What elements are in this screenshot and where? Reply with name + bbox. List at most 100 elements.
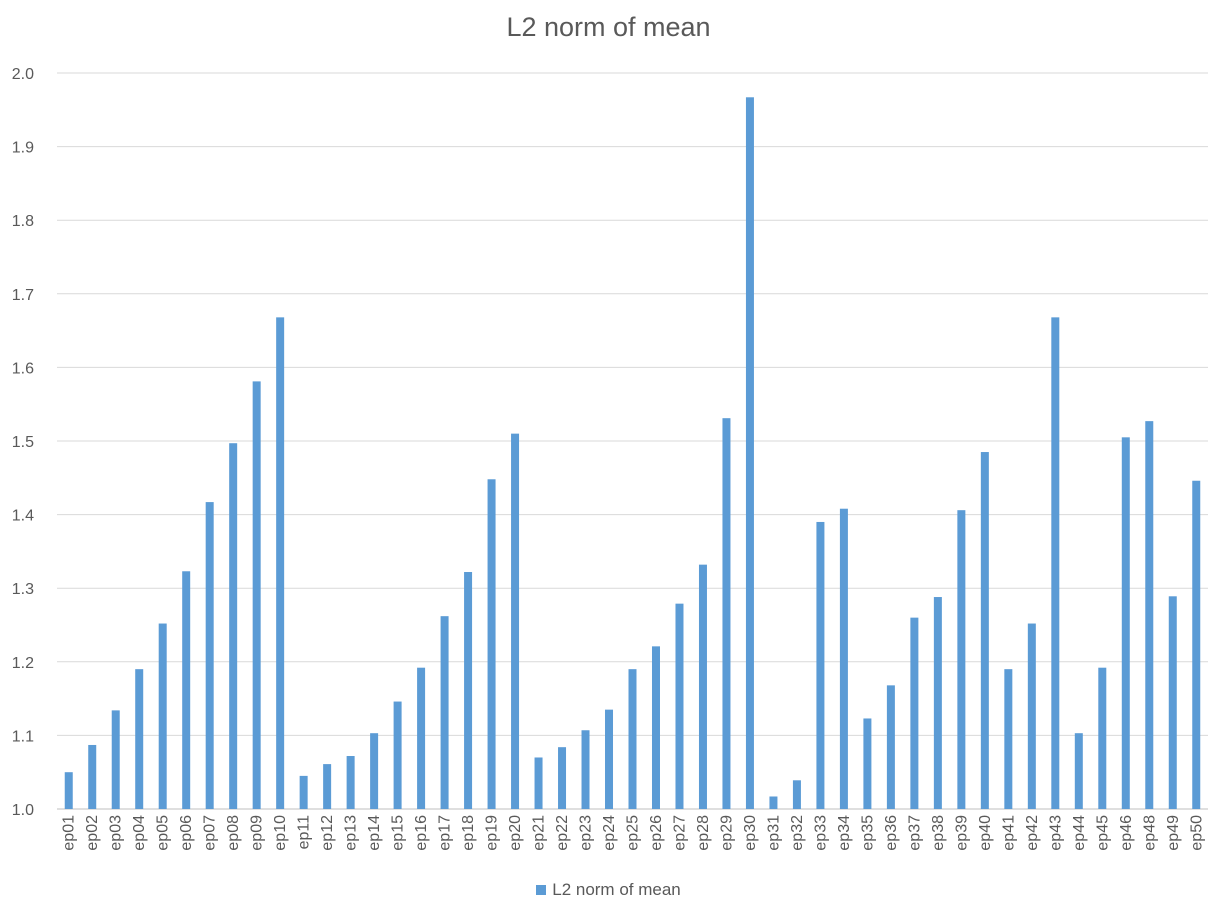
x-tick-label: ep34 bbox=[836, 815, 853, 851]
x-tick-label: ep32 bbox=[789, 815, 806, 851]
bar-ep41 bbox=[1004, 669, 1013, 809]
x-tick-label: ep37 bbox=[906, 815, 923, 851]
y-tick-label: 1.2 bbox=[12, 655, 34, 672]
bar-ep09 bbox=[252, 381, 261, 809]
x-tick-label: ep03 bbox=[108, 815, 125, 851]
y-tick-label: 2.0 bbox=[12, 66, 34, 83]
x-tick-label: ep20 bbox=[507, 815, 524, 851]
x-tick-label: ep26 bbox=[648, 815, 665, 851]
x-tick-label: ep46 bbox=[1118, 815, 1135, 851]
x-tick-label: ep31 bbox=[765, 815, 782, 851]
x-tick-label: ep50 bbox=[1188, 815, 1205, 851]
x-tick-label: ep12 bbox=[319, 815, 336, 851]
bar-ep20 bbox=[511, 433, 520, 809]
bar-ep49 bbox=[1168, 596, 1177, 809]
bar-ep38 bbox=[933, 597, 942, 809]
bar-ep19 bbox=[487, 479, 496, 809]
bar-ep15 bbox=[393, 701, 402, 809]
bar-ep50 bbox=[1192, 480, 1201, 809]
x-tick-label: ep18 bbox=[460, 815, 477, 851]
bar-ep05 bbox=[158, 623, 167, 809]
y-tick-label: 1.8 bbox=[12, 213, 34, 230]
bar-ep42 bbox=[1027, 623, 1036, 809]
bar-ep34 bbox=[839, 508, 848, 809]
x-tick-label: ep16 bbox=[413, 815, 430, 851]
y-tick-label: 1.1 bbox=[12, 728, 34, 745]
bar-ep10 bbox=[276, 317, 285, 809]
x-tick-label: ep04 bbox=[131, 815, 148, 851]
x-tick-label: ep27 bbox=[671, 815, 688, 851]
x-tick-label: ep48 bbox=[1141, 815, 1158, 851]
x-tick-label: ep44 bbox=[1071, 815, 1088, 851]
bar-ep27 bbox=[675, 603, 684, 809]
x-tick-label: ep38 bbox=[930, 815, 947, 851]
x-tick-label: ep02 bbox=[84, 815, 101, 851]
y-tick-label: 1.7 bbox=[12, 287, 34, 304]
bar-ep31 bbox=[769, 796, 778, 809]
y-tick-label: 1.9 bbox=[12, 140, 34, 157]
y-tick-label: 1.6 bbox=[12, 360, 34, 377]
bar-ep35 bbox=[863, 718, 872, 809]
bar-ep32 bbox=[792, 780, 801, 809]
x-tick-label: ep21 bbox=[531, 815, 548, 851]
x-tick-label: ep07 bbox=[202, 815, 219, 851]
bar-ep04 bbox=[135, 669, 144, 809]
bar-ep24 bbox=[605, 709, 614, 809]
bar-ep12 bbox=[323, 764, 332, 809]
bar-ep23 bbox=[581, 730, 590, 809]
bar-ep17 bbox=[440, 616, 449, 809]
bar-ep13 bbox=[346, 756, 355, 809]
x-tick-label: ep49 bbox=[1165, 815, 1182, 851]
bar-ep48 bbox=[1145, 421, 1154, 809]
x-tick-label: ep05 bbox=[155, 815, 172, 851]
x-tick-label: ep15 bbox=[390, 815, 407, 851]
x-tick-label: ep29 bbox=[718, 815, 735, 851]
legend-label: L2 norm of mean bbox=[552, 880, 681, 899]
bar-ep03 bbox=[111, 710, 120, 809]
x-tick-label: ep41 bbox=[1000, 815, 1017, 851]
x-tick-label: ep24 bbox=[601, 815, 618, 851]
legend-swatch bbox=[536, 885, 547, 895]
x-tick-label: ep45 bbox=[1094, 815, 1111, 851]
chart-title: L2 norm of mean bbox=[506, 12, 711, 42]
bar-ep33 bbox=[816, 521, 825, 809]
bar-ep21 bbox=[534, 757, 543, 809]
x-tick-label: ep09 bbox=[249, 815, 266, 851]
bar-ep25 bbox=[628, 669, 637, 809]
bar-ep37 bbox=[910, 617, 919, 809]
bar-ep02 bbox=[88, 744, 97, 809]
y-tick-label: 1.4 bbox=[12, 508, 34, 525]
x-tick-label: ep25 bbox=[625, 815, 642, 851]
bar-ep30 bbox=[745, 97, 754, 809]
x-tick-label: ep23 bbox=[578, 815, 595, 851]
bar-ep39 bbox=[957, 510, 966, 809]
bar-ep36 bbox=[886, 685, 895, 809]
x-tick-label: ep08 bbox=[225, 815, 242, 851]
bar-ep14 bbox=[370, 733, 379, 809]
bar-ep29 bbox=[722, 418, 731, 809]
x-tick-label: ep33 bbox=[812, 815, 829, 851]
x-tick-label: ep10 bbox=[272, 815, 289, 851]
bar-ep40 bbox=[980, 452, 989, 809]
bar-ep16 bbox=[417, 667, 426, 809]
y-tick-label: 1.5 bbox=[12, 434, 34, 451]
bar-ep07 bbox=[205, 502, 214, 809]
x-tick-label: ep30 bbox=[742, 815, 759, 851]
x-tick-label: ep14 bbox=[366, 815, 383, 851]
x-tick-label: ep22 bbox=[554, 815, 571, 851]
bar-ep28 bbox=[698, 564, 707, 809]
bar-ep43 bbox=[1051, 317, 1060, 809]
bar-ep06 bbox=[182, 571, 191, 809]
y-tick-label: 1.3 bbox=[12, 581, 34, 598]
x-tick-label: ep36 bbox=[883, 815, 900, 851]
bar-ep45 bbox=[1098, 667, 1107, 809]
bar-ep01 bbox=[64, 772, 73, 809]
x-tick-label: ep13 bbox=[343, 815, 360, 851]
x-tick-label: ep42 bbox=[1024, 815, 1041, 851]
x-tick-label: ep40 bbox=[977, 815, 994, 851]
x-tick-label: ep01 bbox=[61, 815, 78, 851]
bar-ep44 bbox=[1074, 733, 1083, 809]
bar-ep08 bbox=[229, 443, 238, 809]
